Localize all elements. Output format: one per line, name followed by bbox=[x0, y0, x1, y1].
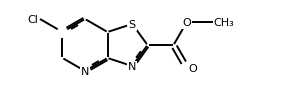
Text: S: S bbox=[129, 20, 136, 30]
Text: CH₃: CH₃ bbox=[214, 19, 234, 29]
Text: N: N bbox=[81, 67, 89, 77]
Text: Cl: Cl bbox=[27, 15, 38, 25]
Text: O: O bbox=[182, 19, 191, 29]
Text: N: N bbox=[128, 62, 136, 72]
Text: O: O bbox=[188, 64, 197, 74]
